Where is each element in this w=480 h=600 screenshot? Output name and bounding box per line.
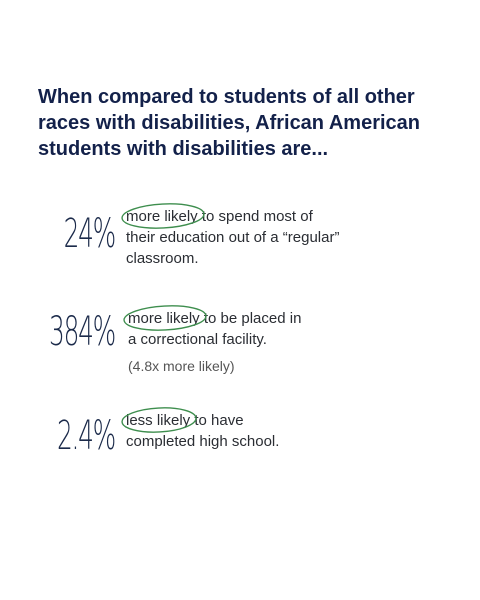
- stat-description: less likely to have completed high schoo…: [121, 407, 306, 452]
- highlighted-phrase: more likely: [123, 305, 207, 331]
- headline: When compared to students of all other r…: [38, 84, 448, 162]
- stat-rest-text: to have completed high school.: [126, 412, 280, 450]
- stat-note: (4.8x more likely): [128, 358, 235, 374]
- stat-number: 384%: [49, 309, 116, 355]
- hand-drawn-circle-icon: [123, 305, 207, 331]
- hand-drawn-circle-icon: [121, 203, 205, 229]
- stat-description: more likely to be placed in a correction…: [123, 305, 308, 377]
- stat-rest-text: to spend most of their education out of …: [126, 208, 340, 267]
- headline-text-end: of all other races with disabilities, Af…: [38, 86, 420, 160]
- stat-item: 2.4% less likely to have completed high …: [0, 407, 480, 490]
- highlight-label: more likely: [126, 208, 198, 225]
- stat-description: more likely to spend most of their educa…: [121, 203, 346, 269]
- headline-text-start: When compared to: [38, 86, 224, 108]
- headline-bold-students: students: [223, 86, 307, 108]
- highlight-label: less likely: [126, 412, 191, 429]
- stat-item: 384% more likely to be placed in a corre…: [0, 305, 480, 388]
- stat-number: 2.4%: [56, 413, 116, 459]
- highlighted-phrase: more likely: [121, 203, 205, 229]
- highlighted-phrase: less likely: [121, 407, 197, 433]
- hand-drawn-circle-icon: [121, 407, 197, 433]
- stat-rest-text: to be placed in a correctional facility.: [128, 310, 302, 348]
- stat-number: 24%: [63, 211, 117, 257]
- stat-item: 24% more likely to spend most of their e…: [0, 203, 480, 286]
- highlight-label: more likely: [128, 310, 200, 327]
